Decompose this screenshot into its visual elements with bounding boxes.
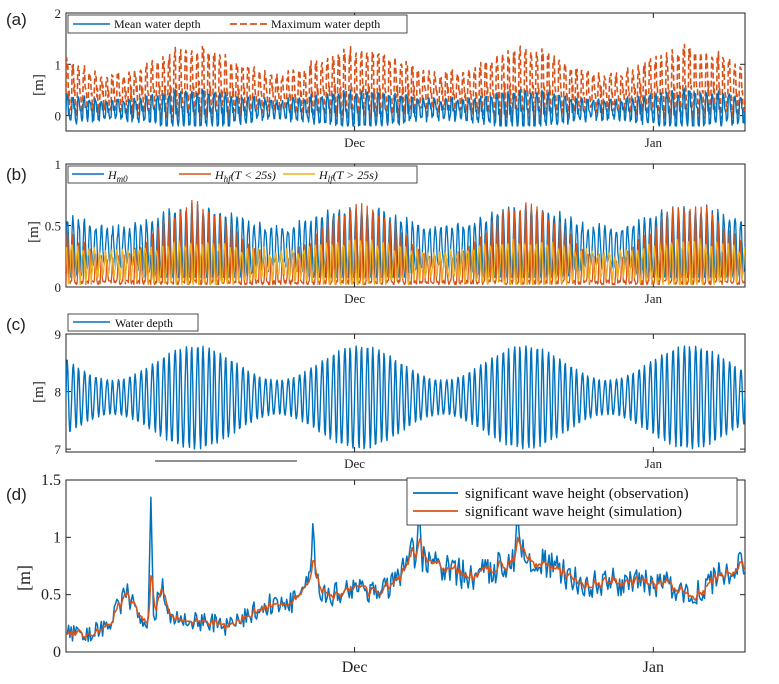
- panel-d-plot: 0 0.5 1 1.5 Dec Jan significant wave height (o…: [41, 472, 746, 676]
- panel-a-ylabel: [m]: [31, 74, 47, 96]
- panel-a-plot: 0 1 2 Dec Jan Mean water depth Maximum water d…: [55, 6, 746, 150]
- panel-a-label: (a): [6, 10, 27, 29]
- axes-box: [65, 479, 746, 653]
- legend-label-hf: Hhf(T < 25s): [214, 168, 276, 184]
- x-tick-label: Dec: [344, 456, 365, 471]
- y-tick-label: 1: [55, 57, 62, 72]
- y-tick-label: 9: [55, 327, 62, 342]
- panel-d-legend: significant wave height (observation) sig…: [406, 477, 738, 526]
- panel-c-plot: 7 8 9 Dec Jan Water depth: [55, 313, 746, 471]
- x-tick-label: Dec: [344, 135, 365, 150]
- y-tick-label: 0.5: [45, 219, 61, 234]
- x-tick-label: Dec: [342, 659, 368, 676]
- legend-label-observation: significant wave height (observation): [465, 486, 689, 502]
- y-tick-label: 1: [53, 529, 61, 546]
- series-water-depth: [66, 345, 745, 450]
- series-hlf: [66, 238, 745, 286]
- panel-b-label: (b): [6, 165, 27, 184]
- axes-box: [65, 12, 746, 132]
- legend-label-simulation: significant wave height (simulation): [465, 504, 682, 520]
- y-tick-label: 2: [55, 6, 62, 21]
- series-simulation: [66, 536, 745, 640]
- series-hhf: [66, 199, 745, 286]
- legend-label-max: Maximum water depth: [271, 17, 380, 31]
- y-tick-label: 0: [55, 109, 62, 124]
- y-tick-label: 0.5: [41, 587, 61, 604]
- series-maximum-water-depth: [66, 43, 745, 124]
- legend-label-mean: Mean water depth: [114, 17, 201, 31]
- panel-c-ylabel: [m]: [31, 381, 47, 403]
- panel-b-plot: 0 0.5 1 Dec Jan Hm0 Hhf(T < 25s) Hlf(T > 25s): [45, 157, 746, 306]
- y-tick-label: 7: [55, 442, 62, 457]
- panel-d-ylabel: [m]: [14, 565, 34, 591]
- legend-label-m0: Hm0: [107, 168, 128, 184]
- y-tick-label: 1: [55, 157, 62, 172]
- legend-box: [67, 313, 199, 332]
- panel-b-legend: Hm0 Hhf(T < 25s) Hlf(T > 25s): [67, 165, 418, 184]
- x-tick-label: Jan: [645, 456, 663, 471]
- y-tick-label: 0: [55, 280, 62, 295]
- legend-box: [406, 477, 738, 526]
- panel-a-legend: Mean water depth Maximum water depth: [67, 14, 408, 34]
- panel-b-ylabel: [m]: [26, 221, 42, 243]
- panel-d-label: (d): [6, 485, 27, 504]
- series-mean-water-depth: [66, 88, 745, 127]
- panel-c-label: (c): [6, 315, 26, 334]
- y-tick-label: 0: [53, 644, 61, 661]
- panel-c-legend: Water depth: [67, 313, 199, 332]
- y-tick-label: 8: [55, 385, 62, 400]
- y-tick-label: 1.5: [41, 472, 61, 489]
- x-tick-label: Jan: [643, 659, 664, 676]
- x-tick-label: Dec: [344, 291, 365, 306]
- legend-box: [67, 14, 408, 34]
- legend-label-water-depth: Water depth: [115, 316, 173, 330]
- legend-box: [67, 165, 418, 184]
- legend-label-lf: Hlf(T > 25s): [318, 168, 378, 184]
- x-tick-label: Jan: [645, 291, 663, 306]
- x-tick-label: Jan: [645, 135, 663, 150]
